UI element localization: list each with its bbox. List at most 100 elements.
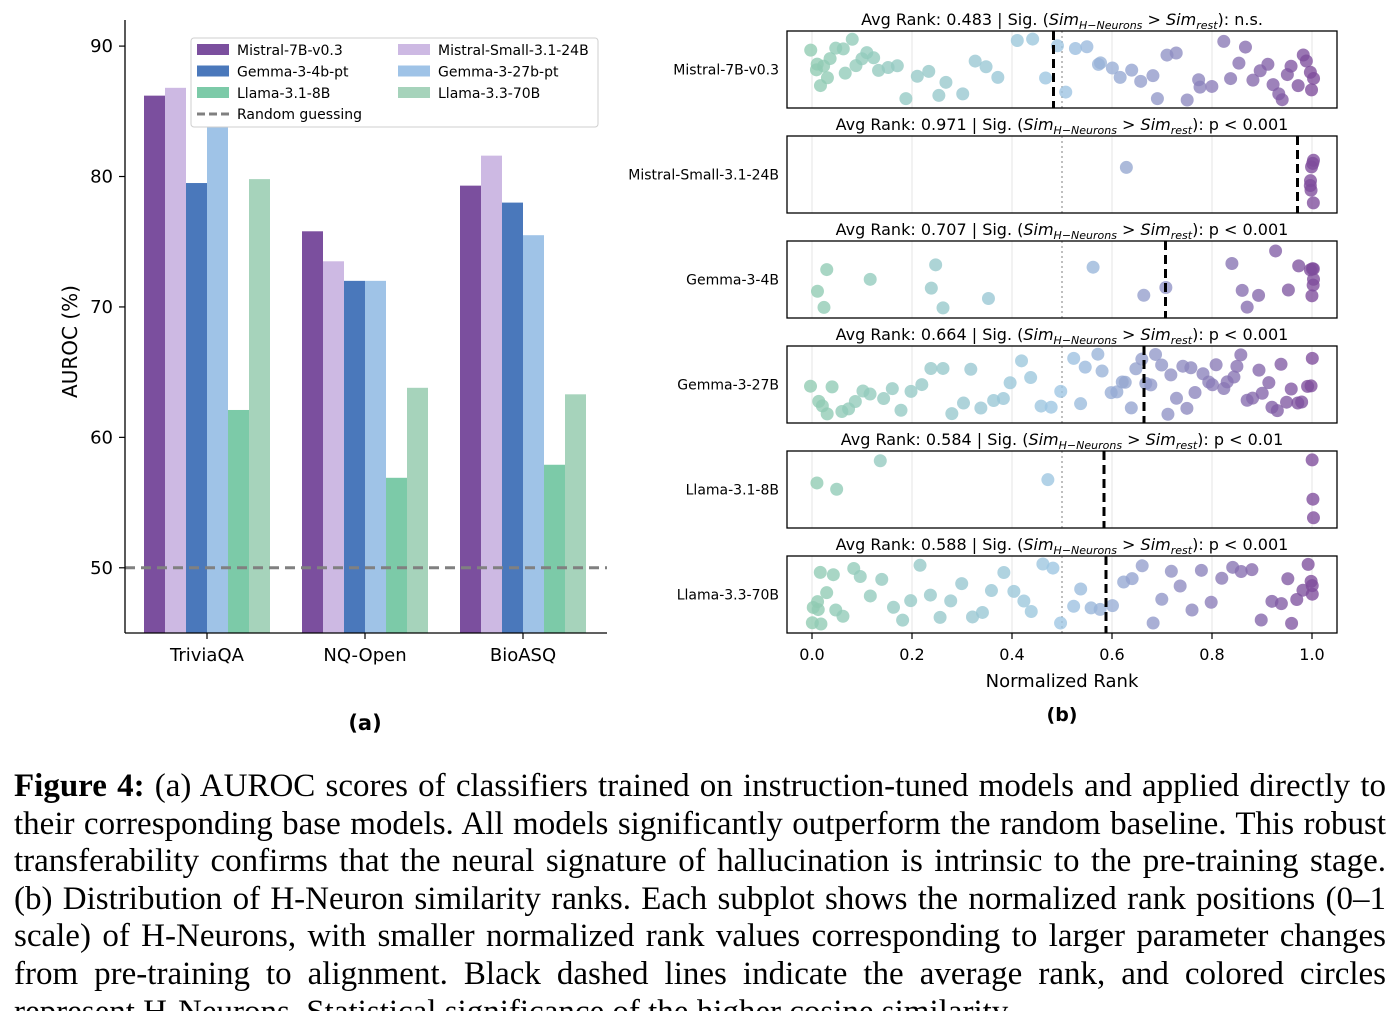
h-neuron-point [1003,376,1017,390]
legend-entry: Random guessing [237,107,362,123]
x-tick-label: BioASQ [490,645,556,666]
h-neuron-point [1024,604,1038,618]
h-neuron-point [915,378,929,392]
sim-subscript: rest [1171,334,1193,347]
legend-entry: Mistral-7B-v0.3 [237,43,343,59]
h-neuron-point [1254,613,1268,627]
bar [523,235,544,633]
h-neuron-point [1034,399,1048,413]
greater-than: > [1122,430,1146,449]
h-neuron-point [1305,453,1319,467]
legend-entry: Mistral-Small-3.1-24B [438,43,589,59]
h-neuron-point [1303,174,1317,188]
h-neuron-point [1124,401,1138,415]
title-separator: | Sig. ( [967,115,1024,134]
sim-subscript: rest [1171,229,1193,242]
h-neuron-point [1305,579,1319,593]
h-neuron-point [804,379,818,393]
h-neuron-point [1305,351,1319,365]
subplot-title: Avg Rank: 0.707 | Sig. (SimH−Neurons > S… [836,220,1289,242]
subplot-border [786,240,1338,319]
h-neuron-point [1291,79,1305,93]
h-neuron-point [1173,579,1187,593]
h-neuron-point [1015,354,1029,368]
h-neuron-point [826,568,840,582]
avg-rank-label: Avg Rank: 0.664 [836,325,967,344]
bar [186,183,207,633]
x-tick-label: TriviaQA [169,645,245,666]
bar [249,179,270,634]
h-neuron-point [810,476,824,490]
h-neuron-point [1118,375,1132,389]
figure-4: 50 60 70 80 90 TriviaQA NQ-Open BioASQ AUROC (%)… [58,10,1338,735]
h-neuron-point [1262,376,1276,390]
h-neuron-point [1086,260,1100,274]
h-neuron-point [1304,183,1318,197]
bar [165,87,186,633]
greater-than: > [1117,325,1141,344]
h-neuron-point [817,300,831,314]
caption-text: (a) AUROC scores of classifiers trained … [14,768,1386,1011]
subplot-ylabel: Mistral-Small-3.1-24B [628,168,779,184]
h-neuron-point [1068,41,1082,55]
sim-symbol: Sim [1023,535,1053,554]
subplot-ylabel: Gemma-3-4B [686,273,779,289]
x-tick-label: NQ-Open [323,645,406,666]
h-neuron-point [863,387,877,401]
h-neuron-point [1091,347,1105,361]
avg-rank-label: Avg Rank: 0.707 [836,220,967,239]
sim-symbol: Sim [1023,325,1053,344]
bar [565,394,586,633]
avg-rank-label: Avg Rank: 0.584 [841,430,972,449]
h-neuron-point [1119,160,1133,174]
significance-value: n.s. [1234,10,1263,29]
h-neuron-point [1161,407,1175,421]
h-neuron-point [932,88,946,102]
h-neuron-point [863,272,877,286]
h-neuron-point [1094,56,1108,70]
h-neuron-point [974,401,988,415]
h-neuron-point [1246,391,1260,405]
h-neuron-point [1205,378,1219,392]
h-neuron-point [1149,347,1163,361]
h-neuron-point [896,613,910,627]
h-neuron-point [1290,593,1304,607]
h-neuron-point [1093,602,1107,616]
h-neuron-point [956,87,970,101]
bar [386,477,407,633]
h-neuron-point [1074,582,1088,596]
h-neuron-point [1067,599,1081,613]
bar [365,280,386,633]
sim-subscript: rest [1171,124,1193,137]
h-neuron-point [1280,395,1294,409]
subplot-border [786,30,1338,109]
h-neuron-point [936,301,950,315]
h-neuron-point [885,382,899,396]
y-tick-label: 70 [90,297,113,318]
title-separator: ): [1218,10,1235,29]
h-neuron-point [1146,616,1160,630]
legend-swatch [398,87,430,98]
h-neuron-point [957,396,971,410]
bar [302,231,323,633]
h-neuron-point [979,60,993,74]
sim-symbol: Sim [1028,430,1058,449]
sim-symbol: Sim [1023,115,1053,134]
h-neuron-point [1292,259,1306,273]
h-neuron-point [863,589,877,603]
sim-subscript: H−Neurons [1054,124,1118,137]
h-neuron-point [1105,61,1119,75]
title-separator: | Sig. ( [967,535,1024,554]
h-neuron-point [1301,557,1315,571]
x-tick-label: 0.0 [799,645,824,664]
h-neuron-point [1305,262,1319,276]
h-neuron-point [1305,83,1319,97]
h-neuron-point [1184,361,1198,375]
greater-than: > [1117,115,1141,134]
h-neuron-point [1274,597,1288,611]
h-neuron-point [1193,80,1207,94]
h-neuron-point [894,403,908,417]
